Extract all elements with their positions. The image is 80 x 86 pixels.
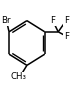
Text: F: F: [50, 16, 55, 25]
Text: F: F: [64, 32, 69, 41]
Text: Br: Br: [1, 16, 11, 25]
Text: F: F: [64, 16, 69, 25]
Text: CH₃: CH₃: [11, 72, 27, 81]
